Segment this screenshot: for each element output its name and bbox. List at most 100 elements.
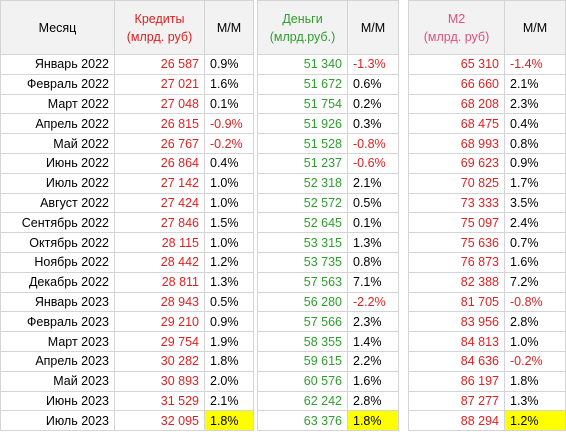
m2-mm-cell[interactable]: 1.7% bbox=[504, 172, 566, 194]
month-cell[interactable]: Июнь 2022 bbox=[0, 152, 115, 174]
credits-mm-cell[interactable]: 0.1% bbox=[204, 93, 254, 115]
credits-mm-cell[interactable]: 1.6% bbox=[204, 73, 254, 95]
credits-cell[interactable]: 32 095 bbox=[114, 410, 205, 432]
m2-mm-cell[interactable]: 1.6% bbox=[504, 251, 566, 273]
money-mm-cell[interactable]: 0.2% bbox=[347, 93, 399, 115]
credits-mm-cell[interactable]: 2.1% bbox=[204, 390, 254, 412]
m2-mm-cell[interactable]: -0.8% bbox=[504, 291, 566, 313]
credits-mm-cell[interactable]: 1.8% bbox=[204, 350, 254, 372]
money-cell[interactable]: 60 576 bbox=[257, 370, 348, 392]
money-mm-header[interactable]: М/М bbox=[347, 0, 399, 55]
m2-cell[interactable]: 65 310 bbox=[408, 54, 505, 75]
credits-cell[interactable]: 28 811 bbox=[114, 271, 205, 293]
money-mm-cell[interactable]: 0.5% bbox=[347, 192, 399, 214]
m2-mm-cell[interactable]: 2.4% bbox=[504, 212, 566, 234]
credits-cell[interactable]: 26 587 bbox=[114, 54, 205, 75]
m2-cell[interactable]: 70 825 bbox=[408, 172, 505, 194]
m2-mm-cell[interactable]: 2.3% bbox=[504, 93, 566, 115]
money-cell[interactable]: 51 926 bbox=[257, 113, 348, 135]
m2-cell[interactable]: 68 208 bbox=[408, 93, 505, 115]
month-cell[interactable]: Февраль 2022 bbox=[0, 73, 115, 95]
money-mm-cell[interactable]: 2.2% bbox=[347, 350, 399, 372]
money-cell[interactable]: 58 355 bbox=[257, 331, 348, 352]
m2-cell[interactable]: 75 636 bbox=[408, 232, 505, 253]
money-cell[interactable]: 51 237 bbox=[257, 152, 348, 174]
money-cell[interactable]: 51 754 bbox=[257, 93, 348, 115]
money-mm-cell[interactable]: -0.6% bbox=[347, 152, 399, 174]
month-cell[interactable]: Март 2023 bbox=[0, 331, 115, 352]
m2-mm-cell[interactable]: 7.2% bbox=[504, 271, 566, 293]
credits-mm-cell[interactable]: -0.9% bbox=[204, 113, 254, 135]
m2-cell[interactable]: 69 623 bbox=[408, 152, 505, 174]
credits-mm-cell[interactable]: 1.0% bbox=[204, 172, 254, 194]
money-mm-cell[interactable]: -1.3% bbox=[347, 54, 399, 75]
m2-cell[interactable]: 66 660 bbox=[408, 73, 505, 95]
money-cell[interactable]: 52 318 bbox=[257, 172, 348, 194]
m2-mm-cell[interactable]: 0.8% bbox=[504, 133, 566, 154]
money-mm-cell[interactable]: 2.8% bbox=[347, 390, 399, 412]
money-cell[interactable]: 63 376 bbox=[257, 410, 348, 432]
m2-cell[interactable]: 75 097 bbox=[408, 212, 505, 234]
m2-cell[interactable]: 84 813 bbox=[408, 331, 505, 352]
m2-cell[interactable]: 83 956 bbox=[408, 311, 505, 333]
month-cell[interactable]: Февраль 2023 bbox=[0, 311, 115, 333]
money-cell[interactable]: 56 280 bbox=[257, 291, 348, 313]
m2-mm-cell[interactable]: 2.1% bbox=[504, 73, 566, 95]
credits-mm-cell[interactable]: 2.0% bbox=[204, 370, 254, 392]
m2-mm-cell[interactable]: 1.3% bbox=[504, 390, 566, 412]
money-mm-cell[interactable]: 0.8% bbox=[347, 251, 399, 273]
credits-cell[interactable]: 27 846 bbox=[114, 212, 205, 234]
credits-mm-cell[interactable]: -0.2% bbox=[204, 133, 254, 154]
money-mm-cell[interactable]: -2.2% bbox=[347, 291, 399, 313]
money-mm-cell[interactable]: 2.1% bbox=[347, 172, 399, 194]
credits-mm-cell[interactable]: 0.9% bbox=[204, 54, 254, 75]
credits-mm-cell[interactable]: 0.9% bbox=[204, 311, 254, 333]
money-mm-cell[interactable]: -0.8% bbox=[347, 133, 399, 154]
credits-mm-cell[interactable]: 1.0% bbox=[204, 232, 254, 253]
credits-cell[interactable]: 26 767 bbox=[114, 133, 205, 154]
money-mm-cell[interactable]: 1.6% bbox=[347, 370, 399, 392]
credits-cell[interactable]: 27 048 bbox=[114, 93, 205, 115]
month-cell[interactable]: Март 2022 bbox=[0, 93, 115, 115]
money-cell[interactable]: 57 563 bbox=[257, 271, 348, 293]
credits-mm-cell[interactable]: 0.4% bbox=[204, 152, 254, 174]
m2-cell[interactable]: 88 294 bbox=[408, 410, 505, 432]
credits-header[interactable]: Кредиты (млрд. руб) bbox=[114, 0, 205, 55]
credits-cell[interactable]: 28 442 bbox=[114, 251, 205, 273]
month-cell[interactable]: Август 2022 bbox=[0, 192, 115, 214]
m2-mm-header[interactable]: М/М bbox=[504, 0, 566, 55]
m2-mm-cell[interactable]: 2.8% bbox=[504, 311, 566, 333]
credits-cell[interactable]: 26 864 bbox=[114, 152, 205, 174]
credits-cell[interactable]: 28 115 bbox=[114, 232, 205, 253]
month-cell[interactable]: Июль 2023 bbox=[0, 410, 115, 432]
money-cell[interactable]: 62 242 bbox=[257, 390, 348, 412]
money-cell[interactable]: 59 615 bbox=[257, 350, 348, 372]
m2-mm-cell[interactable]: 0.4% bbox=[504, 113, 566, 135]
credits-mm-cell[interactable]: 1.2% bbox=[204, 251, 254, 273]
money-cell[interactable]: 57 566 bbox=[257, 311, 348, 333]
m2-mm-cell[interactable]: 1.2% bbox=[504, 410, 566, 432]
credits-cell[interactable]: 27 142 bbox=[114, 172, 205, 194]
m2-mm-cell[interactable]: -1.4% bbox=[504, 54, 566, 75]
credits-cell[interactable]: 30 282 bbox=[114, 350, 205, 372]
month-cell[interactable]: Июль 2022 bbox=[0, 172, 115, 194]
month-cell[interactable]: Июнь 2023 bbox=[0, 390, 115, 412]
m2-mm-cell[interactable]: 0.7% bbox=[504, 232, 566, 253]
money-cell[interactable]: 51 340 bbox=[257, 54, 348, 75]
credits-mm-cell[interactable]: 1.8% bbox=[204, 410, 254, 432]
credits-mm-cell[interactable]: 1.9% bbox=[204, 331, 254, 352]
m2-mm-cell[interactable]: 1.8% bbox=[504, 370, 566, 392]
m2-cell[interactable]: 73 333 bbox=[408, 192, 505, 214]
m2-cell[interactable]: 86 197 bbox=[408, 370, 505, 392]
credits-cell[interactable]: 27 021 bbox=[114, 73, 205, 95]
month-cell[interactable]: Декабрь 2022 bbox=[0, 271, 115, 293]
m2-mm-cell[interactable]: 1.0% bbox=[504, 331, 566, 352]
month-cell[interactable]: Май 2022 bbox=[0, 133, 115, 154]
m2-cell[interactable]: 68 993 bbox=[408, 133, 505, 154]
money-mm-cell[interactable]: 2.3% bbox=[347, 311, 399, 333]
money-cell[interactable]: 53 315 bbox=[257, 232, 348, 253]
m2-cell[interactable]: 84 636 bbox=[408, 350, 505, 372]
money-mm-cell[interactable]: 1.8% bbox=[347, 410, 399, 432]
month-cell[interactable]: Ноябрь 2022 bbox=[0, 251, 115, 273]
money-mm-cell[interactable]: 7.1% bbox=[347, 271, 399, 293]
